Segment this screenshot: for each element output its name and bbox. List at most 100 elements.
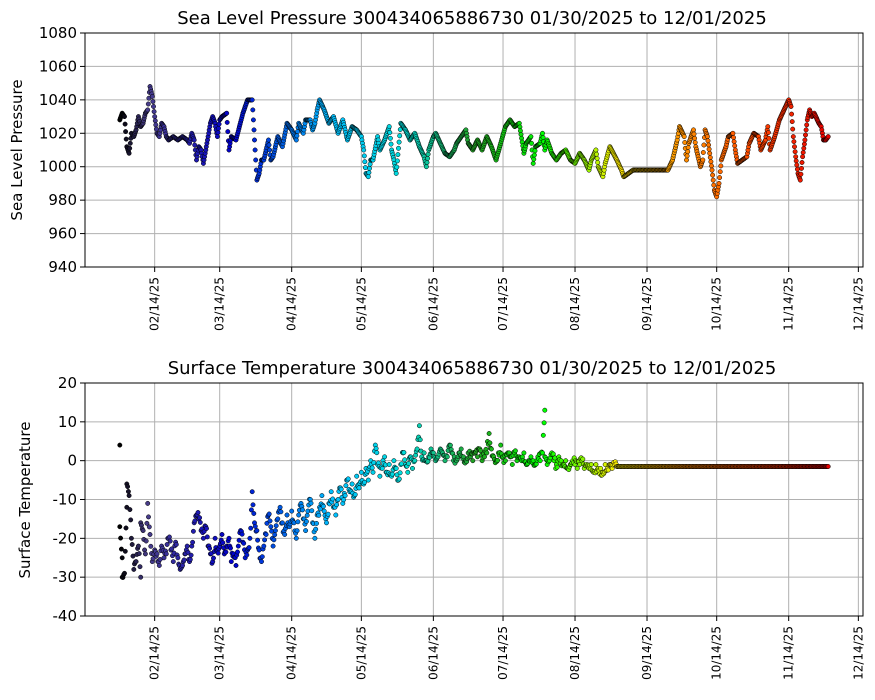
data-point <box>151 104 156 109</box>
data-point <box>135 543 141 549</box>
data-point <box>254 528 260 534</box>
sea-level-pressure-plot: Sea Level Pressure 300434065886730 01/30… <box>8 8 865 331</box>
data-point <box>701 142 707 148</box>
data-point <box>391 458 397 464</box>
x-tick-label: 08/14/25 <box>568 277 582 331</box>
y-tick-label: 0 <box>67 452 77 470</box>
data-point <box>425 155 431 161</box>
data-point <box>540 432 546 438</box>
data-point <box>716 180 722 186</box>
data-point <box>717 175 723 181</box>
data-point <box>799 165 804 171</box>
data-point <box>682 140 688 145</box>
data-point <box>423 164 429 170</box>
data-point <box>797 177 803 183</box>
data-point <box>330 496 336 502</box>
data-point <box>151 109 157 115</box>
data-point <box>803 132 808 138</box>
data-point <box>370 469 376 475</box>
data-point <box>267 518 273 524</box>
data-point <box>133 559 139 565</box>
data-point <box>123 136 129 142</box>
data-point <box>461 454 466 460</box>
data-point <box>279 520 285 526</box>
data-point <box>387 135 393 141</box>
data-point <box>154 551 160 557</box>
data-point <box>794 162 800 168</box>
data-point <box>146 524 152 530</box>
data-point <box>294 528 300 534</box>
y-tick-label: 20 <box>58 374 77 392</box>
data-point <box>395 152 401 158</box>
data-point <box>393 170 399 176</box>
y-tick-label: 1040 <box>39 91 77 109</box>
data-point <box>362 165 368 171</box>
data-point <box>211 555 216 561</box>
data-point <box>123 129 129 135</box>
data-point <box>144 520 150 526</box>
data-point <box>184 543 190 549</box>
data-point <box>185 549 191 555</box>
data-point <box>700 150 706 155</box>
data-point <box>324 520 329 526</box>
x-tick-label: 10/14/25 <box>710 277 724 331</box>
data-point <box>147 532 153 537</box>
x-tick-label: 08/14/25 <box>568 626 582 680</box>
data-point <box>138 574 144 580</box>
data-point <box>259 559 264 565</box>
data-point <box>146 514 151 520</box>
data-point <box>732 143 738 149</box>
data-point <box>389 471 395 477</box>
data-point <box>512 448 518 454</box>
data-point <box>707 155 713 160</box>
data-point <box>708 159 714 165</box>
data-point <box>574 465 580 471</box>
data-point <box>789 119 795 125</box>
data-point <box>250 107 256 113</box>
data-point <box>266 511 272 517</box>
data-point <box>128 517 134 523</box>
data-point <box>394 158 400 164</box>
data-point <box>250 117 256 123</box>
data-point <box>163 551 169 557</box>
y-tick-label: 1060 <box>39 57 77 75</box>
data-point <box>709 167 715 173</box>
data-point <box>117 442 123 448</box>
data-point <box>252 523 258 529</box>
data-point <box>367 161 373 167</box>
data-point <box>482 454 487 460</box>
data-point <box>793 158 799 164</box>
data-point <box>312 535 318 541</box>
data-point <box>362 159 368 165</box>
chart-title-sea-level-pressure: Sea Level Pressure 300434065886730 01/30… <box>177 8 767 29</box>
data-point <box>282 532 288 537</box>
data-point <box>692 140 698 145</box>
data-point <box>397 470 403 476</box>
data-point <box>192 142 198 148</box>
data-point <box>239 531 245 537</box>
plot-frame <box>84 32 864 268</box>
data-point <box>580 456 586 462</box>
data-point <box>789 111 795 117</box>
data-point <box>303 528 309 534</box>
x-tick-label: 11/14/25 <box>782 277 796 331</box>
data-point <box>711 182 717 188</box>
data-point <box>393 465 399 471</box>
data-point <box>365 174 371 180</box>
data-point <box>295 519 301 525</box>
data-point <box>447 442 453 448</box>
data-point <box>328 489 334 495</box>
data-point <box>271 537 277 543</box>
data-point <box>396 145 401 151</box>
data-point <box>334 502 340 508</box>
data-point <box>397 133 403 139</box>
data-point <box>235 543 241 549</box>
data-point <box>361 147 367 153</box>
data-point <box>190 528 196 534</box>
data-point <box>354 473 360 479</box>
data-point <box>801 145 807 151</box>
data-point <box>374 450 380 456</box>
data-point <box>386 124 392 130</box>
data-point <box>358 469 364 475</box>
data-point <box>684 157 689 163</box>
